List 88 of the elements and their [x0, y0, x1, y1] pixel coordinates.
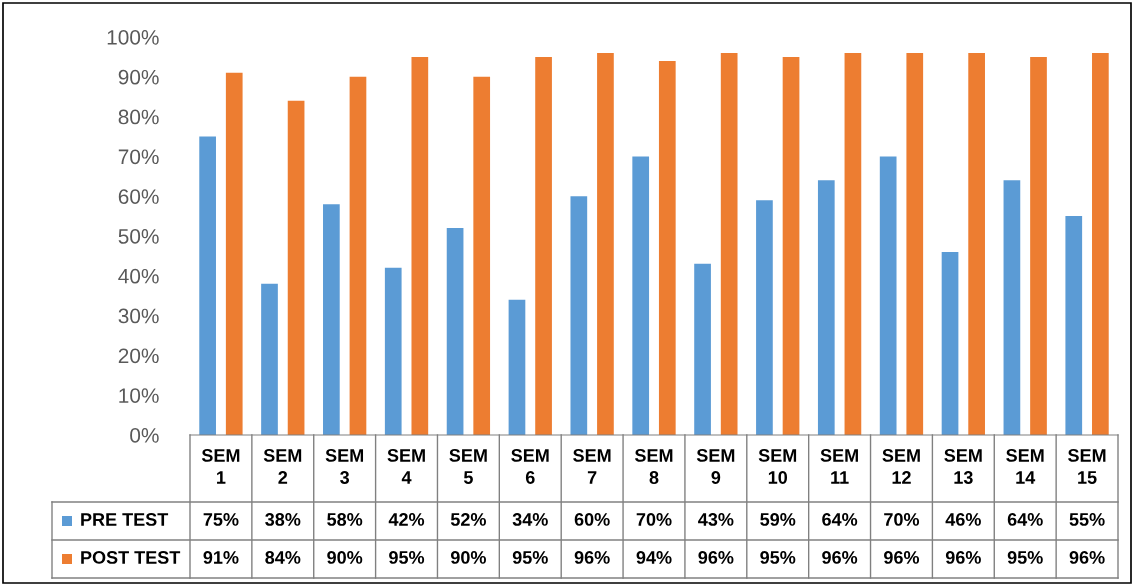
- bar: [658, 60, 676, 435]
- data-label: 46%: [945, 513, 981, 526]
- data-label: 96%: [884, 551, 920, 564]
- data-label: 95%: [760, 551, 796, 564]
- y-tick-label: 80%: [118, 109, 159, 125]
- data-label: 58%: [327, 513, 363, 526]
- bar: [287, 100, 305, 435]
- data-label: 70%: [884, 513, 920, 526]
- data-label: 75%: [203, 513, 239, 526]
- x-tick-label: SEM 11: [820, 449, 858, 484]
- data-label: 64%: [822, 513, 858, 526]
- data-label: 90%: [327, 551, 363, 564]
- x-tick-label: SEM 13: [944, 449, 982, 484]
- bar: [844, 52, 862, 435]
- bar: [597, 52, 614, 435]
- bar: [261, 283, 278, 435]
- y-tick-label: 100%: [107, 30, 159, 45]
- y-tick-label: 60%: [118, 189, 159, 204]
- data-label: 64%: [1007, 513, 1043, 526]
- bar: [535, 56, 552, 435]
- y-tick-label: 50%: [118, 229, 159, 244]
- x-tick-label: SEM 2: [263, 449, 302, 484]
- y-tick-label: 0%: [130, 428, 159, 443]
- legend-label: PRE TEST: [81, 513, 169, 526]
- data-label: 59%: [760, 513, 796, 526]
- data-label: 96%: [945, 551, 981, 564]
- bar: [906, 52, 924, 435]
- x-tick-label: SEM 5: [449, 449, 487, 484]
- data-label: 90%: [450, 551, 486, 564]
- y-tick-label: 70%: [118, 149, 159, 165]
- bar: [1092, 52, 1109, 435]
- data-label: 96%: [1069, 551, 1105, 564]
- data-label: 42%: [388, 513, 425, 526]
- data-label: 96%: [822, 551, 858, 564]
- bar: [199, 136, 216, 435]
- data-label: 95%: [1007, 551, 1043, 564]
- bar: [1003, 180, 1021, 435]
- x-tick-label: SEM 3: [325, 449, 364, 484]
- y-tick-label: 90%: [118, 69, 159, 85]
- bar: [720, 52, 738, 435]
- x-tick-label: SEM 7: [573, 449, 611, 484]
- bar: [1065, 216, 1083, 435]
- bar: [632, 156, 650, 435]
- bar: [323, 204, 340, 435]
- bar: [817, 180, 835, 435]
- bar: [1030, 56, 1047, 435]
- x-tick-label: SEM 8: [634, 449, 673, 484]
- data-label: 95%: [389, 551, 425, 564]
- bar: [411, 56, 429, 435]
- bar: [941, 251, 959, 435]
- data-label: 95%: [512, 551, 548, 564]
- bar: [508, 299, 526, 435]
- bar: [782, 56, 800, 435]
- x-tick-label: SEM 15: [1068, 449, 1106, 484]
- x-tick-label: SEM 12: [882, 449, 920, 484]
- x-tick-label: SEM 9: [696, 449, 735, 484]
- data-label: 84%: [265, 551, 301, 564]
- x-tick-label: SEM 14: [1006, 449, 1044, 484]
- x-tick-label: SEM 10: [758, 449, 797, 484]
- data-label: 91%: [203, 551, 239, 564]
- data-label: 34%: [512, 513, 548, 526]
- x-tick-label: SEM 6: [511, 449, 549, 484]
- bar: [473, 76, 491, 435]
- data-label: 55%: [1069, 513, 1105, 526]
- bar: [384, 267, 402, 435]
- data-label: 52%: [450, 513, 486, 526]
- y-tick-label: 40%: [118, 268, 159, 284]
- bar: [879, 156, 897, 435]
- data-label: 96%: [698, 551, 734, 564]
- data-label: 94%: [636, 551, 672, 564]
- x-tick-label: SEM 1: [201, 449, 240, 484]
- bar: [225, 72, 243, 435]
- bar: [968, 52, 985, 435]
- bar: [756, 200, 773, 435]
- y-tick-label: 20%: [118, 348, 159, 364]
- legend-label: POST TEST: [81, 551, 181, 564]
- y-tick-label: 30%: [118, 308, 159, 324]
- data-label: 70%: [636, 513, 672, 526]
- y-tick-label: 10%: [119, 388, 159, 403]
- x-tick-label: SEM 4: [387, 449, 425, 484]
- data-label: 43%: [698, 513, 734, 526]
- data-label: 96%: [574, 551, 610, 564]
- data-label: 60%: [574, 513, 610, 526]
- bar: [570, 196, 588, 435]
- data-label: 38%: [265, 513, 301, 526]
- bar: [349, 76, 367, 435]
- bar: [446, 228, 464, 435]
- bar: [694, 263, 711, 435]
